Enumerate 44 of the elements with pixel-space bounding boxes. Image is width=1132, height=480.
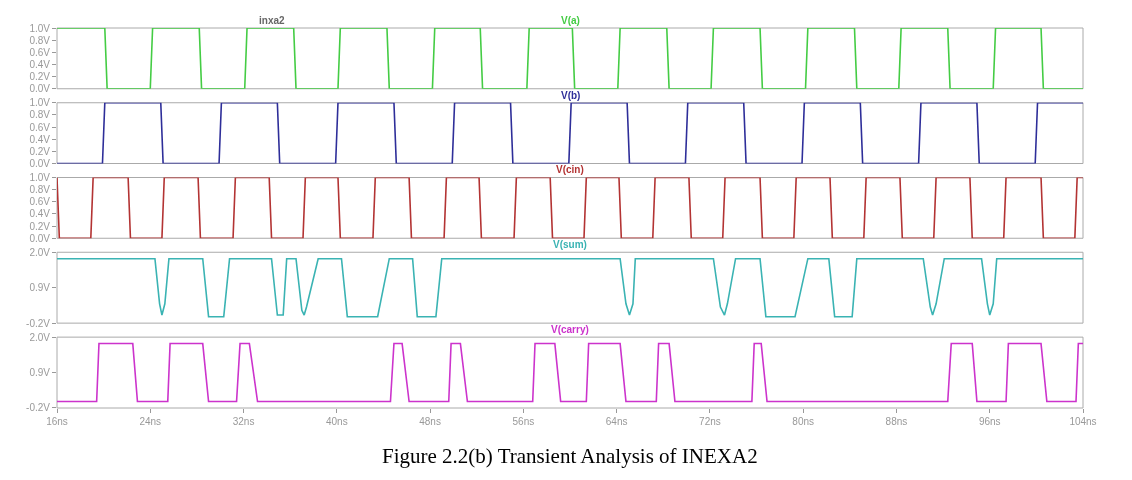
y-tick-label: -0.2V [26, 402, 51, 414]
series-label: V(a) [561, 15, 580, 26]
x-tick-label: 88ns [885, 416, 908, 427]
x-tick-label: 32ns [232, 416, 255, 427]
line-series [57, 257, 1083, 318]
y-tick-label: 0.8V [29, 109, 51, 121]
y-tick-label: 0.6V [29, 196, 51, 208]
y-tick-label: 0.4V [29, 58, 51, 70]
y-tick-label: 0.2V [29, 220, 51, 232]
series-label: V(b) [561, 90, 581, 101]
y-tick-label: 0.6V [29, 46, 51, 58]
y-tick-label: 0.8V [29, 184, 51, 196]
x-tick-label: 48ns [419, 416, 441, 427]
y-tick-label: 1.0V [29, 97, 51, 109]
y-tick-label: 0.4V [29, 208, 51, 220]
y-tick-label: 0.0V [29, 232, 51, 244]
chart-title: inxa2 [259, 15, 286, 26]
x-tick-label: 24ns [139, 416, 162, 427]
x-tick-label: 104ns [1069, 416, 1097, 427]
y-tick-label: 0.2V [29, 71, 51, 83]
y-tick-label: 0.8V [29, 34, 51, 46]
series-label: V(cin) [556, 164, 584, 175]
x-tick-label: 96ns [978, 416, 1001, 427]
x-tick-label: 72ns [699, 416, 721, 427]
y-tick-label: 0.4V [29, 133, 51, 145]
series-label: V(sum) [553, 239, 587, 250]
y-tick-label: 0.6V [29, 121, 51, 133]
y-tick-label: 2.0V [29, 331, 51, 343]
y-tick-label: 0.9V [29, 367, 51, 379]
y-tick-label: 1.0V [29, 22, 51, 34]
y-tick-label: 1.0V [29, 172, 51, 183]
x-tick-label: 16ns [46, 416, 68, 427]
y-tick-label: 2.0V [29, 246, 51, 258]
x-tick-label: 80ns [792, 416, 815, 427]
x-tick-label: 40ns [325, 416, 348, 427]
caption: Figure 2.2(b) Transient Analysis of INEXA2 [382, 444, 758, 468]
x-tick-label: 56ns [512, 416, 535, 427]
y-tick-label: -0.2V [26, 317, 51, 329]
y-tick-label: 0.0V [29, 83, 51, 95]
y-tick-label: 0.0V [29, 158, 51, 169]
y-tick-label: 0.9V [29, 282, 51, 294]
y-tick-label: 0.2V [29, 145, 51, 157]
x-tick-label: 64ns [605, 416, 628, 427]
series-label: V(carry) [551, 324, 589, 335]
